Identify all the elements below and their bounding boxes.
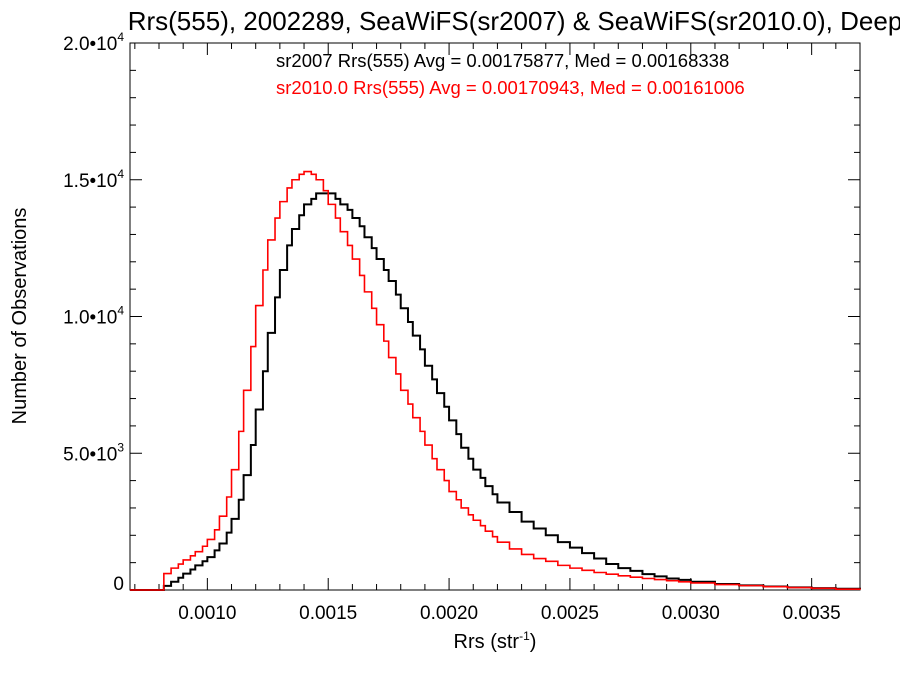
x-axis: 0.0010 0.0015 0.0020 0.0025 0.0030 0.0035 — [134, 43, 861, 624]
y-tick-mantissa: 1.0•10 — [63, 308, 117, 329]
y-tick-exponent: 4 — [117, 304, 124, 318]
y-tick-mantissa: 1.5•10 — [63, 171, 117, 192]
x-tick-label: 0.0025 — [541, 603, 599, 624]
annotation-sr2007: sr2007 Rrs(555) Avg = 0.00175877, Med = … — [276, 50, 729, 71]
x-axis-label-sup: -1 — [519, 629, 530, 643]
series-sr2007-line — [130, 192, 861, 591]
y-tick-mantissa: 0 — [113, 574, 124, 595]
x-tick-label: 0.0015 — [299, 603, 357, 624]
y-tick-label: 1.5•104 — [63, 167, 124, 192]
y-tick-label: 0 — [113, 574, 124, 595]
y-tick-label: 5.0•103 — [63, 440, 124, 465]
x-axis-label: Rrs (str-1) — [454, 629, 537, 653]
y-tick-label: 2.0•104 — [63, 30, 124, 55]
x-tick-label: 0.0030 — [662, 603, 720, 624]
series-layer — [130, 170, 861, 591]
y-tick-mantissa: 5.0•10 — [63, 444, 117, 465]
y-axis-label: Number of Observations — [9, 208, 31, 425]
x-axis-label-main: Rrs (str — [454, 631, 520, 653]
x-axis-label-close: ) — [530, 631, 537, 653]
y-tick-mantissa: 2.0•10 — [63, 34, 117, 55]
y-tick-exponent: 3 — [117, 440, 124, 454]
x-tick-label: 0.0010 — [178, 603, 236, 624]
y-tick-exponent: 4 — [117, 30, 124, 44]
chart-title: Rrs(555), 2002289, SeaWiFS(sr2007) & Sea… — [128, 6, 900, 36]
y-tick-exponent: 4 — [117, 167, 124, 181]
x-tick-label: 0.0020 — [420, 603, 478, 624]
y-tick-label: 1.0•104 — [63, 304, 124, 329]
series-sr2010-line — [130, 170, 861, 591]
x-tick-label: 0.0035 — [783, 603, 841, 624]
annotation-sr2010: sr2010.0 Rrs(555) Avg = 0.00170943, Med … — [276, 77, 745, 98]
